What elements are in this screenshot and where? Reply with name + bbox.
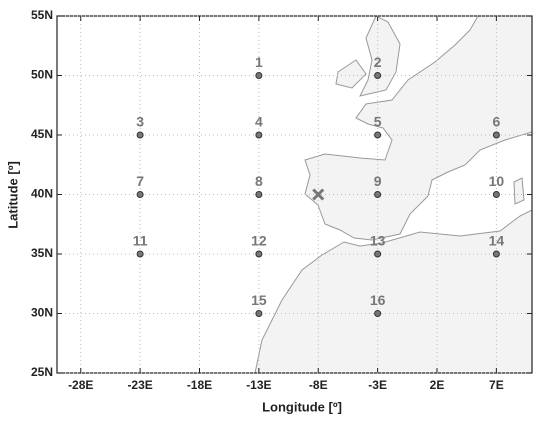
grid-point: [255, 131, 263, 139]
cross-marker: [312, 188, 325, 201]
point-label: 11: [133, 233, 148, 249]
point-label: 2: [374, 54, 382, 70]
grid-point: [492, 131, 500, 139]
point-label: 6: [492, 114, 500, 130]
x-axis-title: Longitude [º]: [262, 399, 342, 414]
x-tick-label: -28E: [68, 378, 93, 392]
grid-point: [136, 250, 144, 258]
point-label: 12: [251, 233, 267, 249]
y-axis-title: Latitude [º]: [5, 161, 20, 229]
grid-point: [136, 191, 144, 198]
point-label: 15: [251, 292, 267, 308]
y-tick-label: 45N: [31, 127, 53, 141]
grid-point: [255, 191, 263, 198]
y-tick-label: 30N: [31, 306, 53, 320]
x-tick-label: -8E: [309, 378, 328, 392]
grid-point: [374, 250, 382, 258]
grid-point: [374, 310, 382, 317]
point-label: 16: [370, 292, 386, 308]
grid-point: [136, 131, 144, 139]
y-tick-label: 40N: [31, 187, 53, 201]
africa: [254, 209, 533, 374]
ireland: [335, 59, 367, 89]
grid-point: [492, 250, 500, 258]
point-label: 8: [255, 173, 263, 189]
point-label: 9: [374, 173, 382, 189]
point-label: 7: [136, 173, 144, 189]
grid-point: [255, 72, 263, 79]
x-tick-label: -3E: [368, 378, 387, 392]
grid-point: [492, 191, 500, 198]
land: [254, 15, 533, 374]
y-tick-label: 55N: [31, 8, 53, 22]
grid-point: [255, 250, 263, 258]
x-tick-label: -13E: [246, 378, 271, 392]
y-tick-label: 35N: [31, 246, 53, 260]
grid-point: [255, 310, 263, 317]
point-label: 5: [374, 114, 382, 130]
point-label: 3: [136, 114, 144, 130]
x-tick-label: 2E: [430, 378, 445, 392]
grid-point: [374, 72, 382, 79]
grid-point: [374, 131, 382, 139]
x-tick-label: -23E: [127, 378, 152, 392]
y-tick-label: 50N: [31, 68, 53, 82]
y-tick-label: 25N: [31, 365, 53, 379]
x-tick-label: -18E: [187, 378, 212, 392]
point-label: 14: [489, 233, 505, 249]
point-label: 4: [255, 114, 263, 130]
point-label: 1: [255, 54, 263, 70]
britain: [359, 15, 401, 97]
x-tick-label: 7E: [489, 378, 504, 392]
point-label: 10: [489, 173, 505, 189]
sardinia: [513, 177, 525, 205]
grid-point: [374, 191, 382, 198]
point-label: 13: [370, 233, 386, 249]
